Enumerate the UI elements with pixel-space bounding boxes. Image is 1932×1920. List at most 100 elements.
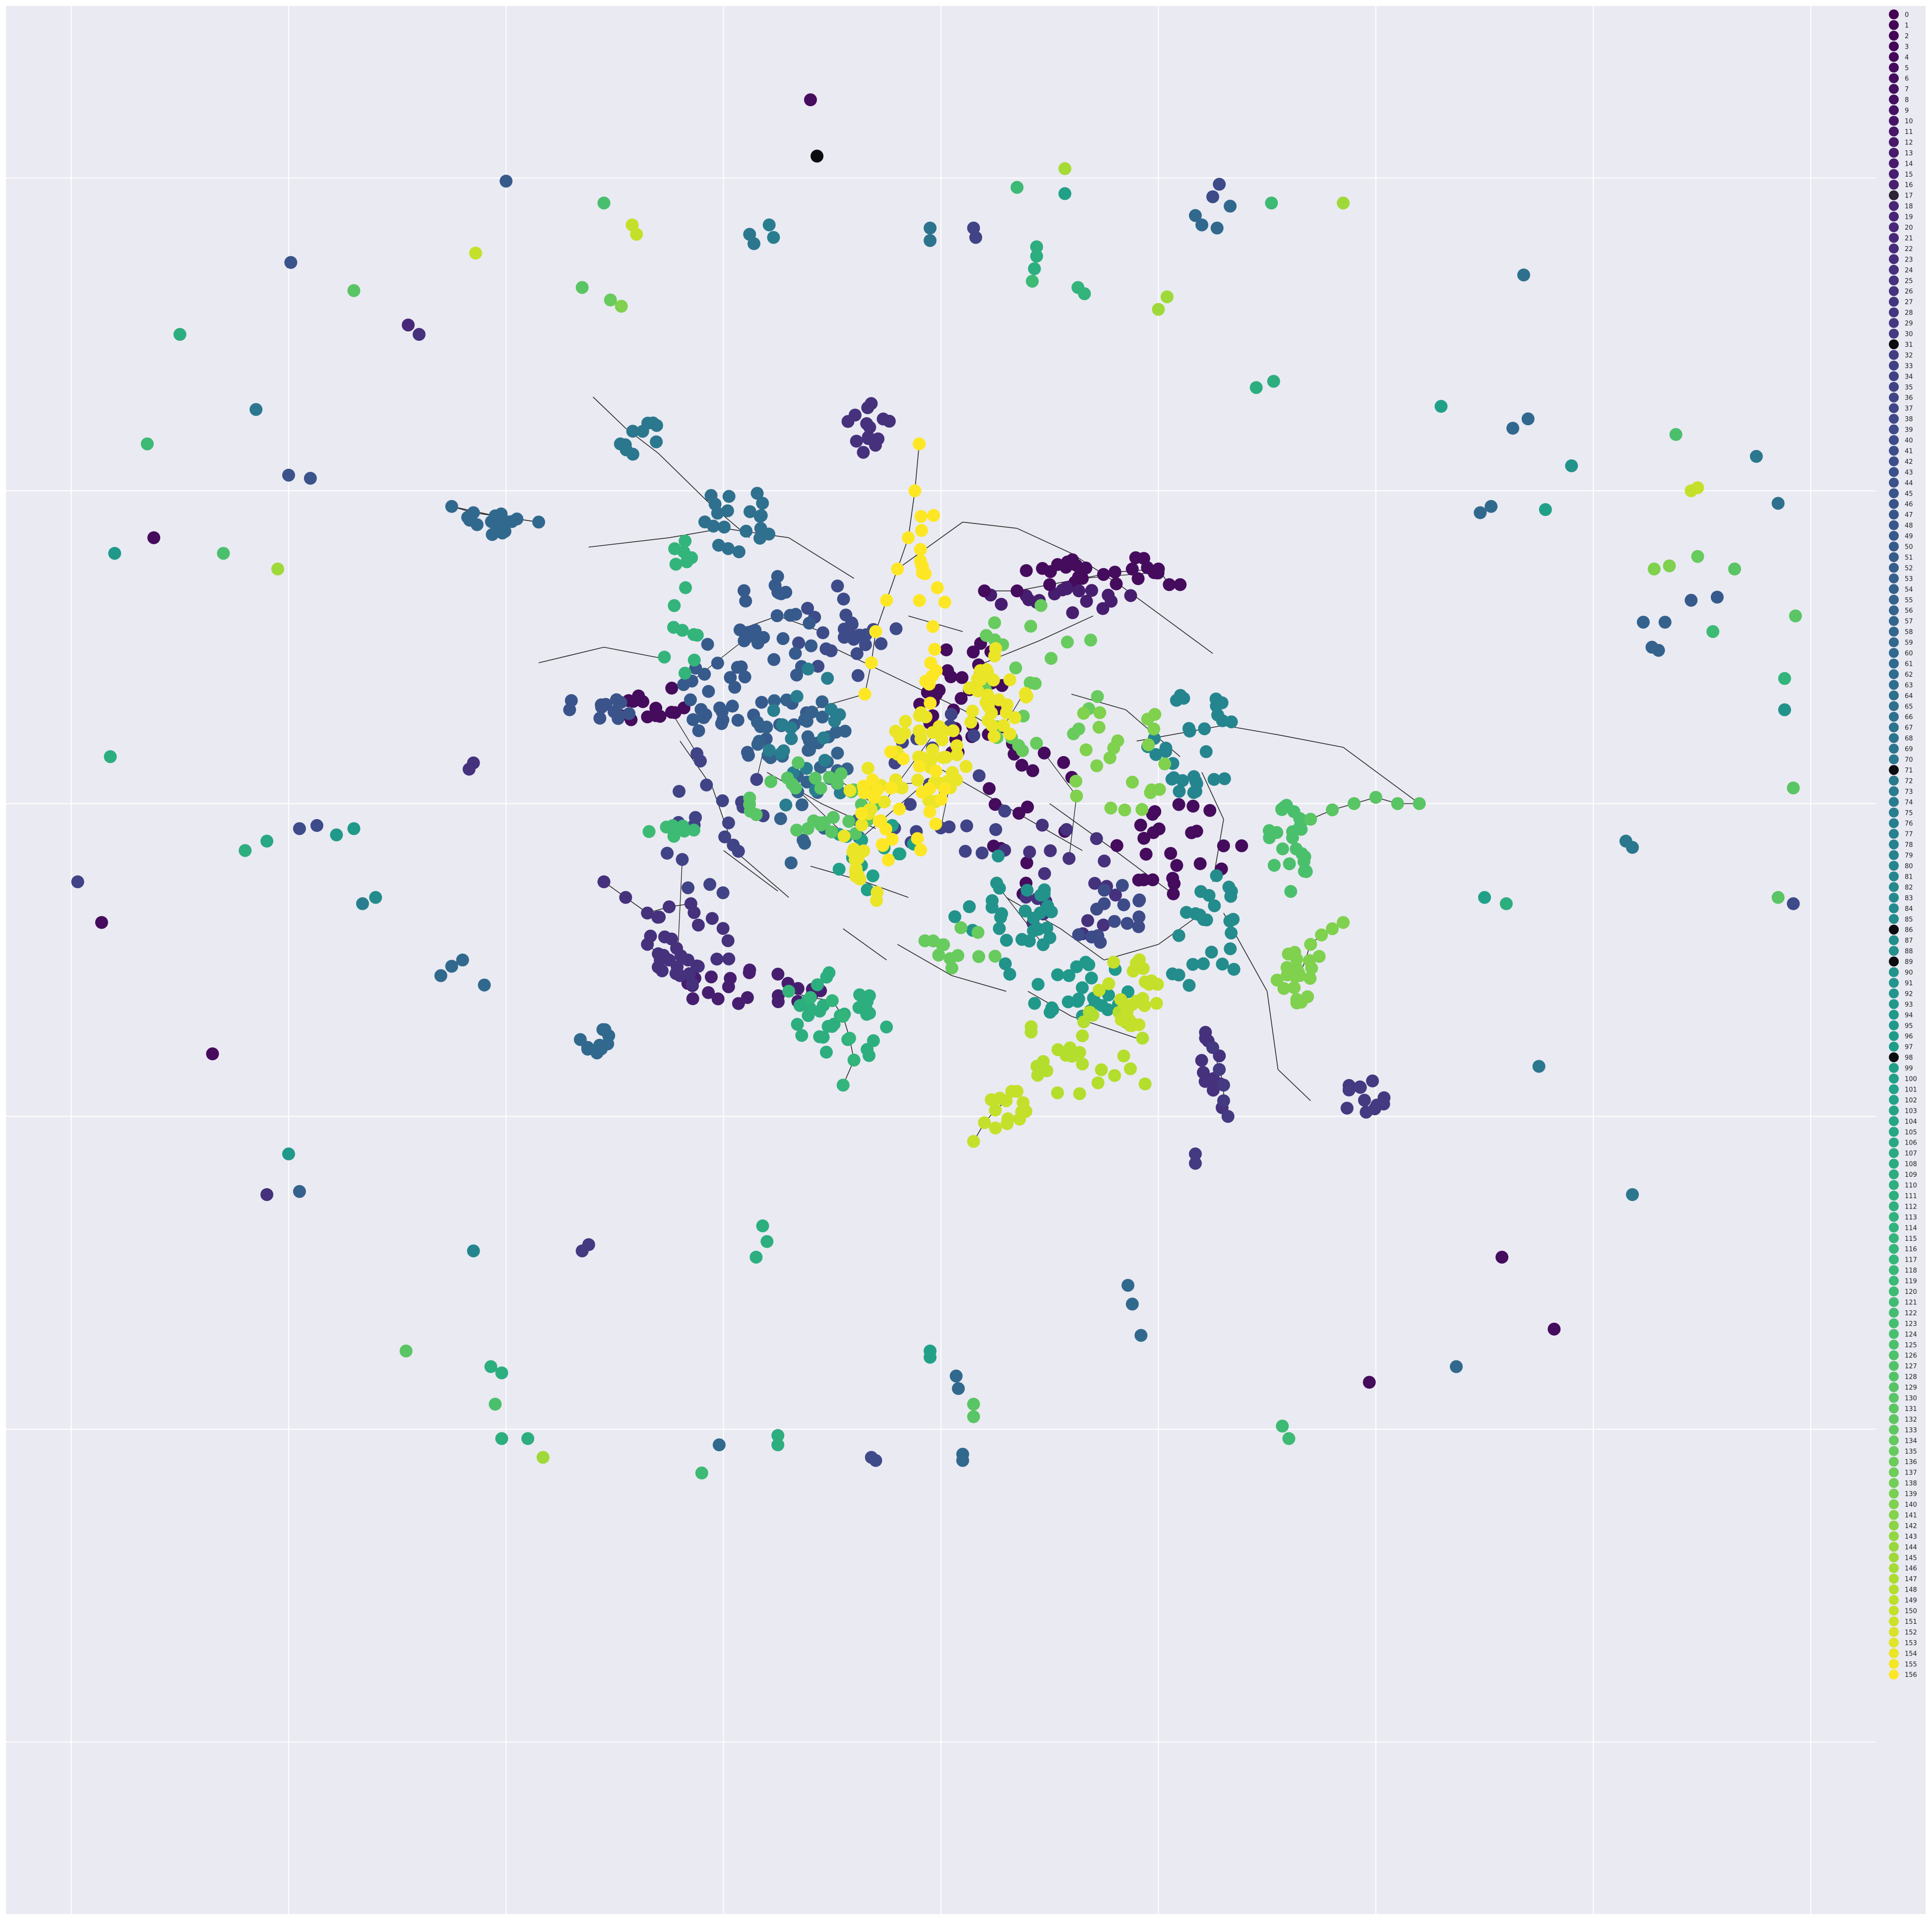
graph-node — [815, 710, 829, 724]
legend-label: 107 — [1905, 1150, 1917, 1157]
graph-node — [1363, 1376, 1376, 1389]
graph-node — [679, 534, 692, 548]
legend-marker — [1889, 1265, 1899, 1276]
graph-edge — [832, 646, 898, 679]
legend-marker — [1889, 158, 1899, 169]
graph-node — [1198, 722, 1211, 735]
legend-marker — [1889, 531, 1899, 541]
graph-node — [478, 978, 491, 992]
legend-marker — [1889, 988, 1899, 999]
graph-node — [686, 713, 700, 726]
graph-node — [1186, 799, 1200, 813]
graph-node — [1070, 559, 1083, 572]
graph-node — [1539, 503, 1552, 516]
graph-node — [926, 620, 939, 633]
graph-edge — [962, 521, 1017, 529]
graph-node — [1217, 839, 1230, 852]
graph-node — [1038, 867, 1051, 880]
graph-node — [816, 626, 830, 640]
legend-marker — [1889, 690, 1899, 701]
graph-node — [889, 724, 902, 738]
graph-node — [612, 712, 625, 725]
graph-node — [762, 744, 776, 757]
graph-node — [979, 696, 993, 709]
graph-node — [1132, 910, 1146, 924]
graph-node — [632, 689, 645, 703]
graph-node — [871, 886, 884, 899]
graph-node — [1009, 661, 1022, 675]
legend-label: 100 — [1905, 1076, 1917, 1083]
graph-node — [1189, 907, 1202, 920]
graph-edge — [1017, 528, 1072, 554]
legend-marker — [1889, 871, 1899, 882]
graph-node — [1167, 887, 1180, 900]
legend-marker — [1889, 1414, 1899, 1424]
graph-node — [861, 401, 874, 414]
graph-node — [1085, 971, 1098, 985]
graph-node — [1474, 506, 1487, 519]
graph-node — [811, 659, 825, 673]
graph-node — [1023, 934, 1036, 948]
graph-node — [946, 724, 960, 738]
legend-label: 155 — [1905, 1661, 1917, 1668]
graph-edge — [1060, 928, 1105, 960]
legend-label: 50 — [1905, 544, 1913, 551]
graph-node — [1076, 1057, 1089, 1071]
graph-node — [739, 594, 752, 608]
graph-node — [469, 247, 482, 260]
graph-node — [1072, 584, 1086, 597]
legend-label: 40 — [1905, 437, 1913, 445]
graph-node — [939, 643, 953, 656]
legend-label: 141 — [1905, 1512, 1917, 1519]
graph-node — [677, 545, 690, 559]
graph-node — [760, 1235, 774, 1248]
graph-node — [741, 991, 754, 1004]
graph-node — [805, 639, 818, 652]
graph-node — [1077, 706, 1090, 720]
graph-edge — [865, 881, 909, 898]
graph-node — [490, 518, 503, 532]
legend-label: 148 — [1905, 1587, 1917, 1594]
graph-node — [687, 824, 700, 837]
legend-marker — [1889, 392, 1899, 403]
graph-node — [462, 763, 476, 776]
legend-marker — [1889, 1574, 1899, 1584]
graph-node — [456, 954, 469, 966]
graph-node — [795, 1029, 809, 1042]
graph-node — [1148, 707, 1162, 721]
graph-node — [495, 1366, 508, 1380]
graph-node — [998, 804, 1011, 818]
graph-node — [668, 599, 681, 612]
graph-node — [1200, 913, 1213, 927]
graph-node — [1090, 902, 1103, 916]
graph-node — [1091, 690, 1104, 703]
graph-node — [206, 1047, 219, 1061]
graph-node — [972, 950, 986, 963]
legend-marker — [1889, 1201, 1899, 1212]
graph-node — [1163, 578, 1176, 591]
graph-node — [1010, 584, 1024, 598]
graph-node — [695, 1467, 708, 1480]
graph-node — [467, 1244, 480, 1258]
graph-node — [1196, 957, 1210, 970]
graph-node — [716, 886, 730, 899]
graph-node — [689, 811, 702, 824]
legend-label: 93 — [1905, 1001, 1913, 1009]
graph-node — [1080, 594, 1093, 608]
graph-node — [1206, 190, 1219, 203]
graph-edge — [788, 537, 855, 579]
legend-label: 45 — [1905, 490, 1913, 498]
graph-node — [412, 328, 426, 341]
graph-node — [989, 642, 1002, 655]
graph-node — [927, 509, 940, 522]
graph-node — [983, 782, 996, 795]
graph-node — [1691, 481, 1704, 494]
legend-marker — [1889, 1563, 1899, 1573]
legend-label: 136 — [1905, 1459, 1917, 1466]
graph-node — [641, 938, 654, 951]
graph-node — [653, 910, 666, 924]
graph-node — [1336, 196, 1350, 210]
graph-node — [936, 751, 950, 764]
graph-node — [1132, 920, 1145, 933]
graph-node — [1043, 931, 1057, 945]
